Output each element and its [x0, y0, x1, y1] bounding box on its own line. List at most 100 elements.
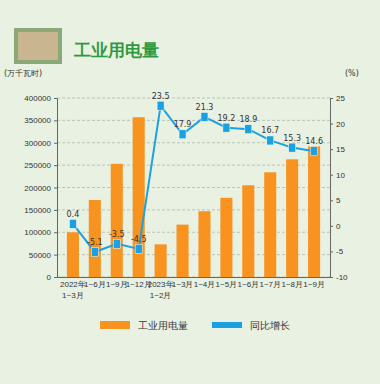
tick-mark — [54, 277, 57, 278]
tick-label: 150000 — [24, 206, 51, 215]
bar — [220, 198, 232, 277]
tick-mark — [330, 251, 333, 252]
tick: 5 — [330, 196, 341, 205]
tick-label: 25 — [336, 94, 345, 103]
marker — [245, 125, 252, 134]
tick: 2023年1~2月 — [148, 277, 174, 300]
data-label: 19.2 — [217, 114, 235, 123]
grid-line — [57, 120, 330, 121]
marker — [201, 112, 208, 121]
tick-label: 1~3月 — [172, 280, 194, 289]
marker — [223, 123, 230, 132]
bar — [155, 244, 167, 277]
y-axis: 0 50000 100000 150000 200000 250000 300000 3500… — [24, 94, 57, 282]
tick-label: 0 — [47, 273, 52, 282]
tick: 25 — [330, 94, 345, 103]
marker — [157, 101, 164, 110]
data-label: 23.5 — [152, 92, 170, 101]
data-label: -4.5 — [131, 235, 147, 244]
tick-mark — [54, 232, 57, 233]
tick-mark — [330, 98, 333, 99]
tick-mark — [330, 226, 333, 227]
tick: 100000 — [24, 228, 57, 237]
legend-label: 同比增长 — [250, 320, 290, 331]
data-label: 0.4 — [67, 210, 80, 219]
tick: 1~9月 — [303, 277, 325, 289]
icon — [18, 32, 58, 60]
tick-label: 2023年1~2月 — [148, 280, 174, 300]
tick: -10 — [330, 273, 348, 282]
data-label: 14.6 — [305, 137, 323, 146]
tick: 1~4月 — [194, 277, 216, 289]
data-label: 21.3 — [196, 103, 214, 112]
tick-label: 2022年1~3月 — [60, 280, 86, 300]
tick-label: 50000 — [29, 251, 52, 260]
x-axis: 2022年1~3月1~6月1~9月1~12月2023年1~2月1~3月1~4月1… — [58, 277, 331, 300]
tick-label: 10 — [336, 171, 345, 180]
tick: 150000 — [24, 206, 57, 215]
tick: 20 — [330, 120, 345, 129]
tick: 350000 — [24, 116, 57, 125]
legend-swatch — [100, 321, 130, 329]
tick-label: 1~4月 — [194, 280, 216, 289]
bar — [177, 225, 189, 277]
tick-label: 5 — [336, 196, 341, 205]
tick-label: 100000 — [24, 228, 51, 237]
tick-label: 15 — [336, 145, 345, 154]
tick-label: 1~9月 — [106, 280, 128, 289]
tick: 1~6月 — [238, 277, 260, 289]
bar — [286, 159, 298, 277]
tick-mark — [54, 188, 57, 189]
marker — [135, 244, 142, 253]
axis-line — [331, 99, 334, 278]
tick: 2022年1~3月 — [60, 277, 86, 300]
tick-mark — [54, 98, 57, 99]
tick-mark — [330, 200, 333, 201]
tick-label: 20 — [336, 120, 345, 129]
tick-label: 300000 — [24, 139, 51, 148]
bar — [198, 211, 210, 277]
marker — [289, 143, 296, 152]
tick: 300000 — [24, 139, 57, 148]
tick: 250000 — [24, 161, 57, 170]
axis-line — [54, 99, 58, 278]
chart: 工业用电量 (万千瓦时) (%) 0 50000 100000 150000 200000 25… — [0, 0, 380, 384]
tick-label: 1~5月 — [216, 280, 238, 289]
tick-mark — [330, 149, 333, 150]
tick-label: 1~9月 — [303, 280, 325, 289]
tick-label: 250000 — [24, 161, 51, 170]
tick-mark — [54, 120, 57, 121]
bar — [133, 117, 145, 277]
tick-mark — [330, 175, 333, 176]
tick-label: 1~6月 — [84, 280, 106, 289]
data-label: 18.9 — [239, 115, 257, 124]
tick-label: 1~8月 — [281, 280, 303, 289]
tick-label: 200000 — [24, 184, 51, 193]
axis-title: (%) — [345, 69, 359, 78]
tick-mark — [54, 210, 57, 211]
title: 工业用电量 — [73, 40, 159, 60]
tick-label: 350000 — [24, 116, 51, 125]
tick: 1~8月 — [281, 277, 303, 289]
bar — [67, 232, 79, 277]
tick: 10 — [330, 171, 345, 180]
tick: 0 — [47, 273, 57, 282]
tick: 0 — [330, 222, 341, 231]
tick-label: -10 — [336, 273, 348, 282]
marker — [267, 136, 274, 145]
y2-axis: -10 -5 0 5 10 15 20 25 — [330, 94, 348, 282]
bar — [111, 164, 123, 277]
bar — [242, 185, 254, 277]
icon — [14, 28, 62, 64]
tick: 1~9月 — [106, 277, 128, 289]
data-label: 17.9 — [174, 120, 192, 129]
marker — [179, 130, 186, 139]
legend-swatch — [212, 322, 242, 328]
tick: 200000 — [24, 184, 57, 193]
tick: 15 — [330, 145, 345, 154]
tick-label: -5 — [336, 247, 344, 256]
axis-line — [58, 277, 331, 278]
axis-title: (万千瓦时) — [4, 69, 42, 78]
tick-label: 1~6月 — [238, 280, 260, 289]
tick: 50000 — [29, 251, 57, 260]
